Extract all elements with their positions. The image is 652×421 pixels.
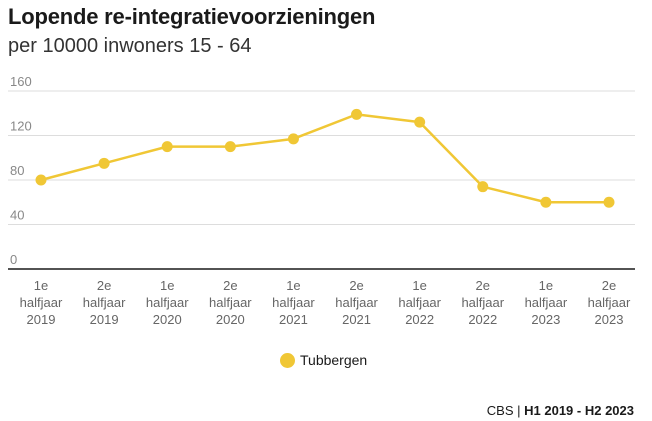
series-line-layer [40,113,609,204]
data-point [224,141,236,153]
data-point [414,116,426,128]
x-axis-labels: 1e halfjaar 2019 2e halfjaar 2019 1e halfjaar 20… [20,278,631,327]
y-tick-label: 80 [10,163,24,178]
x-tick-label: 1e halfjaar 2019 [20,278,63,327]
chart-title: Lopende re-integratievoorzieningen [8,4,376,29]
x-tick-label: 2e halfjaar 2021 [335,278,378,327]
x-tick-label: 2e halfjaar 2023 [588,278,631,327]
x-tick-label: 1e halfjaar 2021 [272,278,315,327]
y-tick-label: 160 [10,74,32,89]
source-period: H1 2019 - H2 2023 [524,403,634,418]
source-note: CBS | H1 2019 - H2 2023 [487,403,634,418]
data-point [351,108,363,120]
y-tick-label: 0 [10,252,17,267]
data-point [161,141,173,153]
legend-label: Tubbergen [300,352,368,368]
data-point [540,196,552,208]
x-tick-label: 1e halfjaar 2023 [525,278,568,327]
data-point [35,174,47,186]
data-point [477,181,489,193]
data-points [35,108,615,208]
legend: Tubbergen [280,352,367,368]
x-tick-label: 2e halfjaar 2019 [83,278,126,327]
x-tick-label: 1e halfjaar 2022 [398,278,441,327]
x-tick-label: 2e halfjaar 2020 [209,278,252,327]
line-chart: 0 40 80 120 160 1e halfjaar 2019 2e halfjaar 2019… [8,74,635,327]
x-tick-label: 1e halfjaar 2020 [146,278,189,327]
source-separator: | [517,403,521,418]
source-org: CBS [486,403,514,418]
data-point [603,196,615,208]
x-tick-label: 2e halfjaar 2022 [461,278,504,327]
series-line [40,113,609,204]
y-tick-label: 120 [10,119,32,134]
legend-marker-icon [280,352,295,368]
grid: 0 40 80 120 160 [8,74,635,270]
data-point [287,133,299,145]
data-point [98,157,110,169]
chart-subtitle: per 10000 inwoners 15 - 64 [8,35,252,57]
y-tick-label: 40 [10,208,24,223]
